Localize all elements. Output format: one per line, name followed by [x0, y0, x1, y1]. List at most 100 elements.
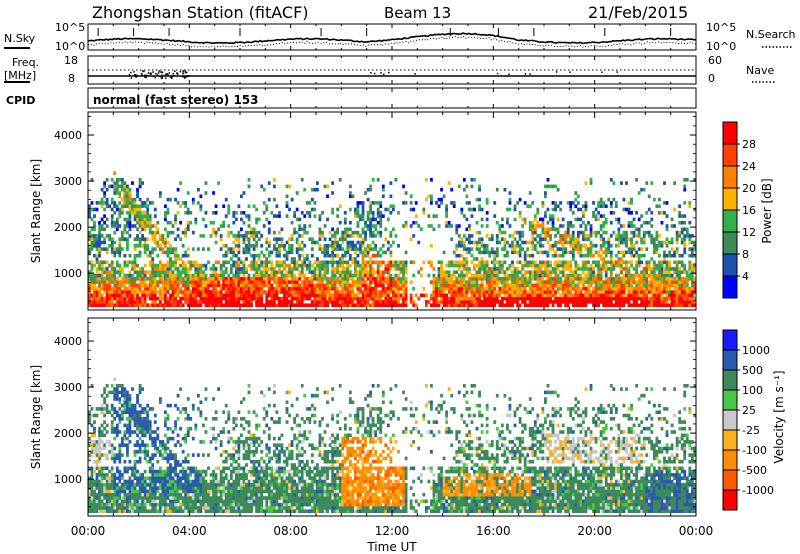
heatmap-cell [298, 224, 302, 228]
heatmap-cell [571, 273, 575, 278]
heatmap-cell [412, 234, 416, 238]
heatmap-cell [260, 270, 264, 274]
heatmap-cell [224, 253, 228, 258]
heatmap-cell [245, 300, 248, 304]
heatmap-cell [272, 273, 276, 278]
heatmap-cell [680, 290, 684, 294]
heatmap-cell [283, 293, 286, 298]
heatmap-cell [98, 290, 101, 294]
heatmap-cell [462, 290, 466, 294]
heatmap-cell [361, 250, 365, 255]
heatmap-cell [594, 250, 598, 255]
heatmap-cell [181, 296, 185, 301]
heatmap-cell [214, 277, 218, 281]
heatmap-cell [272, 178, 276, 182]
heatmap-cell [229, 263, 233, 268]
heatmap-cell [194, 296, 198, 301]
heatmap-cell [250, 230, 253, 235]
heatmap-cell [93, 277, 96, 281]
heatmap-cell [105, 250, 109, 255]
heatmap-cell [630, 260, 633, 265]
heatmap-cell [379, 293, 383, 298]
heatmap-cell [468, 296, 471, 301]
heatmap-cell [141, 227, 145, 232]
heatmap-cell [323, 260, 327, 265]
heatmap-cell [452, 283, 456, 288]
heatmap-cell [465, 257, 469, 261]
heatmap-cell [199, 290, 203, 294]
heatmap-cell [680, 270, 684, 274]
heatmap-cell [285, 303, 289, 307]
heatmap-cell [318, 277, 322, 281]
heatmap-cell [316, 267, 319, 271]
heatmap-cell [303, 214, 307, 218]
heatmap-cell [675, 277, 679, 281]
heatmap-cell [237, 277, 241, 281]
heatmap-cell [298, 296, 302, 301]
heatmap-cell [652, 290, 656, 294]
heatmap-cell [665, 300, 669, 304]
heatmap-cell [402, 273, 405, 278]
heatmap-cell [128, 187, 132, 192]
heatmap-cell [652, 244, 656, 248]
heatmap-cell [483, 244, 487, 248]
heatmap-cell [506, 253, 509, 258]
heatmap-cell [599, 224, 603, 228]
heatmap-cell [384, 277, 388, 281]
heatmap-cell [356, 273, 360, 278]
heatmap-cell [500, 283, 504, 288]
freq-point [388, 71, 390, 74]
heatmap-cell [379, 214, 383, 218]
heatmap-cell [156, 253, 160, 258]
heatmap-cell [546, 207, 550, 212]
heatmap-cell [468, 270, 471, 274]
heatmap-cell [614, 283, 618, 288]
heatmap-cell [217, 260, 221, 265]
heatmap-cell [688, 234, 692, 238]
heatmap-cell [511, 280, 514, 284]
heatmap-cell [95, 509, 99, 513]
heatmap-cell [148, 280, 152, 284]
heatmap-cell [313, 293, 317, 298]
heatmap-cell [224, 290, 228, 294]
heatmap-cell [245, 250, 248, 255]
heatmap-cell [364, 283, 367, 288]
heatmap-cell [176, 270, 180, 274]
heatmap-cell [506, 220, 509, 225]
heatmap-cell [442, 250, 446, 255]
heatmap-cell [468, 240, 471, 245]
heatmap-cell [478, 273, 481, 278]
heatmap-cell [207, 280, 210, 284]
heatmap-cell [531, 277, 535, 281]
heatmap-cell [468, 300, 471, 304]
heatmap-cell [397, 244, 400, 248]
heatmap-cell [164, 273, 167, 278]
heatmap-cell [521, 300, 525, 304]
heatmap-cell [642, 277, 646, 281]
heatmap-cell [267, 293, 271, 298]
heatmap-cell [158, 237, 162, 241]
heatmap-cell [191, 201, 195, 205]
heatmap-cell [528, 293, 532, 298]
heatmap-cell [199, 270, 203, 274]
heatmap-cell [338, 273, 342, 278]
heatmap-cell [364, 300, 367, 304]
heatmap-cell [394, 303, 398, 307]
heatmap-cell [303, 244, 307, 248]
heatmap-cell [495, 260, 499, 265]
heatmap-cell [632, 286, 636, 291]
heatmap-cell [128, 220, 132, 225]
heatmap-cell [120, 300, 124, 304]
heatmap-cell [640, 240, 644, 245]
heatmap-cell [655, 273, 659, 278]
heatmap-cell [212, 280, 215, 284]
freq-label-line2: [MHz] [4, 69, 36, 82]
heatmap-cell [442, 286, 446, 291]
heatmap-cell [673, 280, 677, 284]
heatmap-cell [630, 211, 633, 215]
heatmap-cell [450, 263, 454, 268]
heatmap-cell [93, 300, 96, 304]
heatmap-cell [506, 207, 509, 212]
heatmap-cell [546, 280, 550, 284]
heatmap-cell [604, 303, 608, 307]
